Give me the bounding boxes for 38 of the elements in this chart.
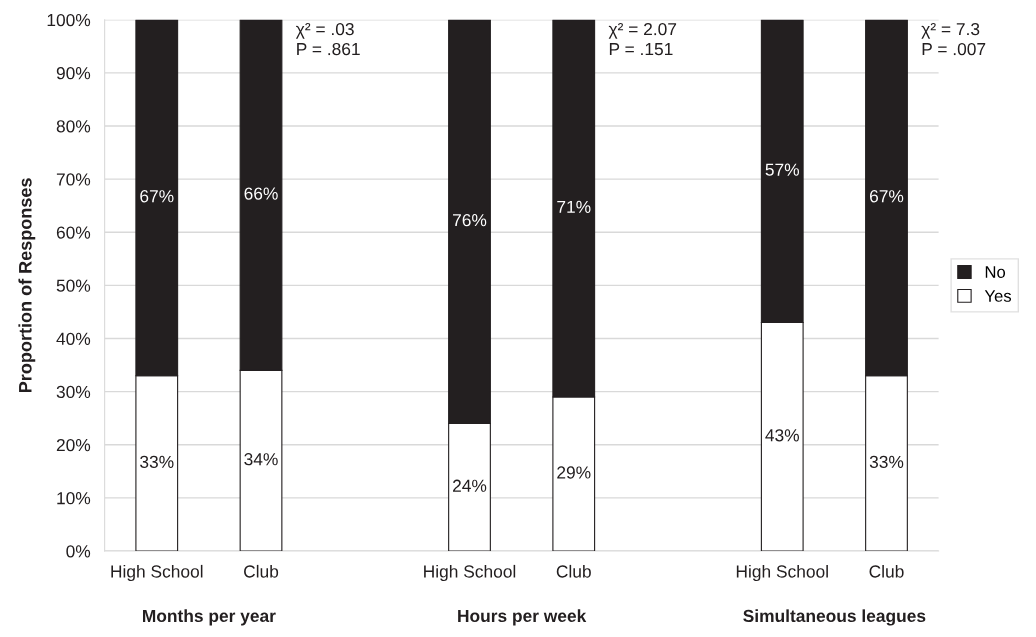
data-label: 29% <box>557 466 591 479</box>
data-label: 66% <box>244 187 278 200</box>
data-label: 33% <box>140 455 174 469</box>
y-tick-label: 20% <box>56 438 91 452</box>
y-tick-label: 80% <box>56 120 91 133</box>
annotation: χ² = 2.07 P = .151 <box>608 22 677 56</box>
data-label: 67% <box>870 190 904 203</box>
text: Simultaneous leagues <box>743 609 926 626</box>
data-label: 71% <box>557 200 591 213</box>
data-label: 76% <box>453 213 487 227</box>
legend-label: Yes <box>984 290 1012 302</box>
y-tick-label: 90% <box>56 67 91 80</box>
x-tick-label: High School <box>736 564 828 582</box>
y-tick-label: 60% <box>56 226 91 239</box>
annotation: χ² = .03 P = .861 <box>295 22 360 56</box>
text: Months per year <box>143 609 276 626</box>
y-tick-label: 0% <box>66 545 91 558</box>
legend-label: No <box>985 266 1006 278</box>
y-axis-title: Proportion of Responses <box>18 178 36 392</box>
y-tick-label: 30% <box>56 385 91 399</box>
data-label: 24% <box>453 479 487 492</box>
annotation: χ² = 7.3 P = .007 <box>921 22 986 56</box>
data-label: 33% <box>869 455 904 469</box>
data-label: 57% <box>765 163 799 176</box>
data-label: 43% <box>765 429 799 442</box>
data-label: 67% <box>140 190 174 203</box>
text: Hours per week <box>458 609 587 626</box>
y-tick-label: 70% <box>56 173 91 186</box>
x-tick-label: High School <box>111 564 203 582</box>
data-label: 34% <box>244 453 278 466</box>
x-tick-label: Club <box>244 564 279 578</box>
y-tick-label: 10% <box>57 492 91 505</box>
x-tick-label: High School <box>424 564 516 582</box>
y-tick-label: 50% <box>56 279 91 292</box>
x-tick-label: Club <box>556 564 591 578</box>
x-tick-label: Club <box>869 564 904 578</box>
y-tick-label: 40% <box>56 332 91 345</box>
y-tick-label: 100% <box>47 13 91 27</box>
